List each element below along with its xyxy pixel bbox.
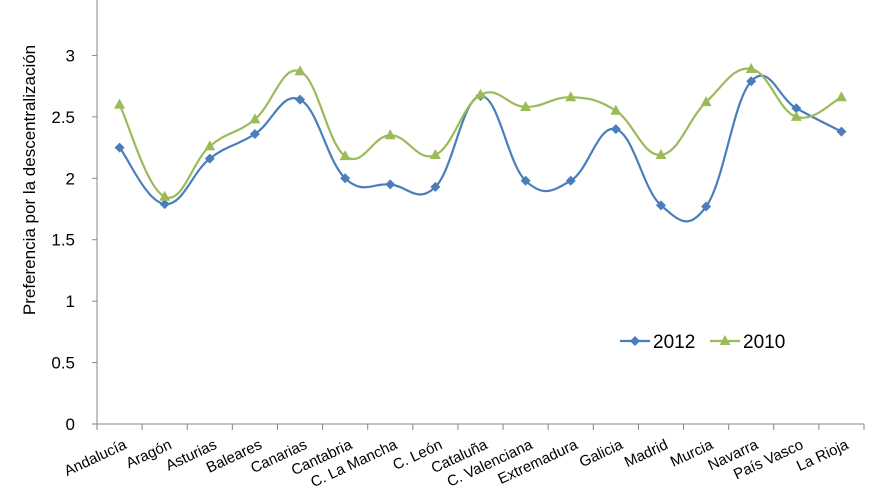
x-tick-labels: AndalucíaAragónAsturiasBalearesCanariasC… bbox=[62, 436, 852, 491]
data-point-2012 bbox=[836, 126, 847, 137]
legend: 2012 2010 bbox=[620, 332, 785, 353]
series-group bbox=[114, 62, 847, 223]
legend-marker bbox=[719, 335, 731, 345]
y-tick-labels: 0 0.5 1 1.5 2 2.5 3 3.5 bbox=[51, 0, 75, 434]
data-point-2010 bbox=[745, 62, 757, 73]
series-line-2012 bbox=[118, 74, 842, 223]
data-point-2010 bbox=[520, 101, 532, 112]
legend-marker bbox=[630, 336, 640, 346]
axes bbox=[92, 0, 865, 430]
data-point-2012 bbox=[746, 76, 757, 87]
data-point-2012 bbox=[610, 124, 621, 135]
data-point-2010 bbox=[429, 148, 441, 159]
data-point-2012 bbox=[430, 181, 441, 192]
y-tick-label: 1.5 bbox=[51, 231, 75, 250]
data-point-2012 bbox=[249, 129, 260, 140]
y-tick-label: 3.5 bbox=[51, 0, 75, 4]
data-point-2012 bbox=[204, 153, 215, 164]
data-point-2010 bbox=[835, 91, 847, 102]
series-2012 bbox=[114, 74, 847, 223]
y-tick-label: 2 bbox=[66, 169, 75, 188]
data-point-2010 bbox=[204, 140, 216, 151]
data-point-2012 bbox=[385, 179, 396, 190]
series-line-2010 bbox=[118, 67, 842, 199]
data-point-2010 bbox=[159, 190, 171, 201]
y-tick-label: 3 bbox=[66, 46, 75, 65]
data-point-2012 bbox=[791, 103, 802, 114]
data-point-2012 bbox=[340, 173, 351, 184]
legend-label: 2012 bbox=[653, 332, 695, 353]
data-point-2012 bbox=[295, 94, 306, 105]
y-tick-label: 0.5 bbox=[51, 354, 75, 373]
data-point-2012 bbox=[520, 175, 531, 186]
legend-item-2012: 2012 bbox=[620, 332, 695, 353]
data-point-2012 bbox=[114, 142, 125, 153]
data-point-2010 bbox=[249, 113, 261, 124]
y-tick-label: 0 bbox=[66, 415, 75, 434]
data-point-2012 bbox=[655, 200, 666, 211]
data-point-2010 bbox=[610, 104, 622, 115]
data-point-2010 bbox=[790, 110, 802, 121]
data-point-2010 bbox=[655, 148, 667, 159]
legend-item-2010: 2010 bbox=[710, 332, 785, 353]
x-tick-label: La Rioja bbox=[794, 436, 852, 475]
data-point-2010 bbox=[294, 65, 306, 76]
data-point-2012 bbox=[701, 201, 712, 212]
data-point-2010 bbox=[384, 129, 396, 140]
legend-label: 2010 bbox=[743, 332, 785, 353]
data-point-2010 bbox=[114, 98, 126, 109]
x-tick-label: Madrid bbox=[622, 436, 671, 471]
data-point-2010 bbox=[700, 96, 712, 107]
data-point-2010 bbox=[475, 88, 486, 99]
y-axis-title: Preferencia por la descentralización bbox=[20, 45, 39, 315]
data-point-2012 bbox=[159, 199, 170, 210]
y-tick-label: 2.5 bbox=[51, 108, 75, 127]
data-point-2010 bbox=[565, 91, 577, 102]
data-point-2010 bbox=[339, 150, 351, 161]
series-2010 bbox=[114, 62, 847, 201]
x-tick-label: Andalucía bbox=[62, 436, 130, 480]
data-point-2012 bbox=[565, 175, 576, 186]
y-tick-label: 1 bbox=[66, 292, 75, 311]
x-tick-label: Galicia bbox=[577, 436, 626, 471]
